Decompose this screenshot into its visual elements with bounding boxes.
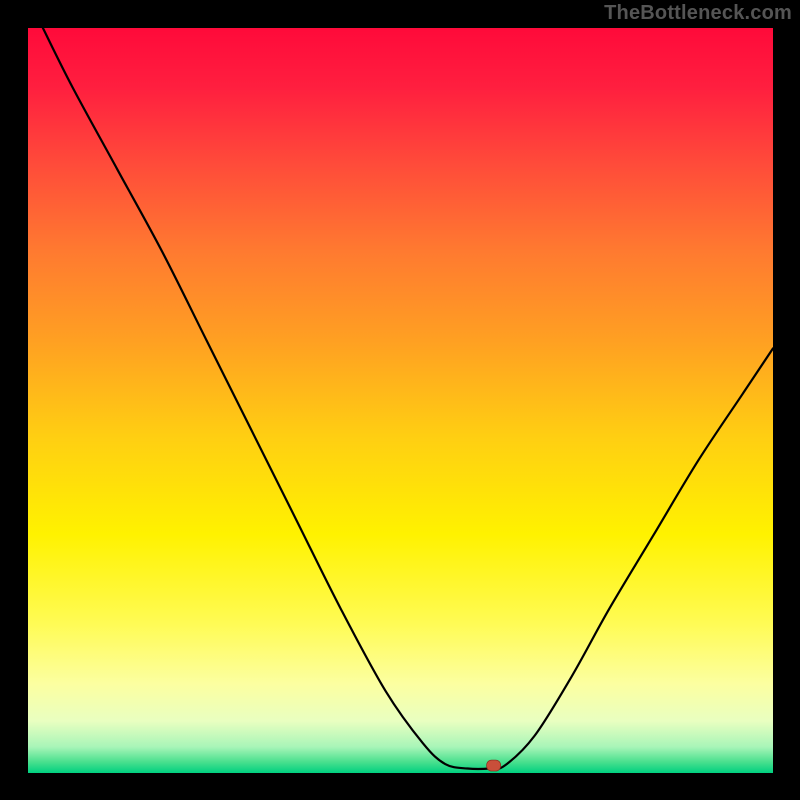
gradient-background <box>28 28 773 773</box>
watermark-text: TheBottleneck.com <box>604 2 792 25</box>
bottleneck-chart <box>28 28 773 773</box>
plot-area <box>28 28 773 773</box>
optimal-point-marker <box>487 760 501 771</box>
chart-frame: TheBottleneck.com <box>0 0 800 800</box>
